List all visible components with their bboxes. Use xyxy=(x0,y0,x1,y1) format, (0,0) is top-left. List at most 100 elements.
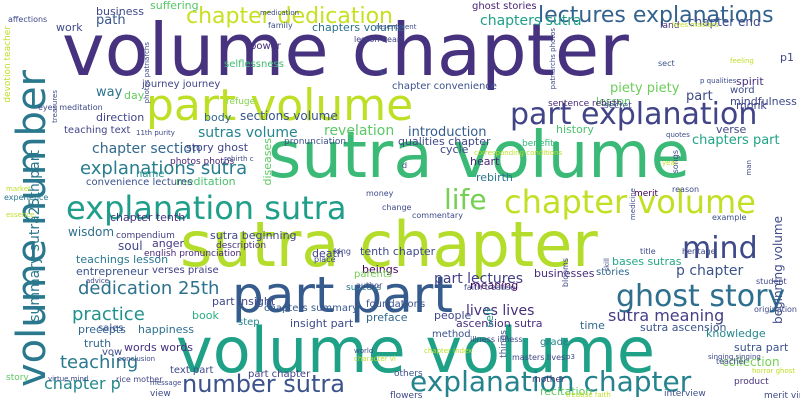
word: virtue mind xyxy=(48,375,89,383)
word: number sutra xyxy=(182,370,345,398)
word: world xyxy=(354,347,374,355)
word: treatise faith xyxy=(566,391,611,399)
word: lives masters xyxy=(672,21,719,29)
word: verses praise xyxy=(152,265,219,276)
word: explanation sutra xyxy=(66,189,347,227)
word: businesses xyxy=(534,267,595,280)
word: chapter convenience xyxy=(392,81,497,92)
word: skill xyxy=(603,258,611,272)
word: insight part xyxy=(290,317,354,330)
word: feeling xyxy=(730,57,754,65)
word: wisdom xyxy=(68,225,115,239)
word: p1 xyxy=(780,51,794,64)
word: bases sutras xyxy=(612,255,682,268)
word: medication xyxy=(260,9,300,17)
word: title xyxy=(640,247,656,256)
word: student xyxy=(756,277,787,286)
word: sutra volume xyxy=(268,119,690,193)
word: benefits xyxy=(522,139,559,149)
word: land xyxy=(660,21,680,31)
word: sutra part xyxy=(734,341,789,354)
word: teacher xyxy=(716,357,747,366)
word: advice xyxy=(86,277,109,285)
word: business xyxy=(96,5,144,18)
word: power xyxy=(250,41,281,52)
word: people xyxy=(434,309,472,322)
word: reason xyxy=(672,185,700,194)
word: volume volume xyxy=(176,314,656,387)
word: origination xyxy=(754,305,798,314)
word: mother xyxy=(532,375,565,385)
word: resentment xyxy=(376,23,417,31)
word: path xyxy=(96,13,126,28)
word: money xyxy=(366,189,394,198)
word: part part xyxy=(232,266,453,324)
word: selflessness xyxy=(224,59,284,70)
word: p chapter xyxy=(676,263,744,279)
word: vow xyxy=(102,347,123,358)
word: sutra meaning xyxy=(608,306,725,325)
word: sections volume xyxy=(240,109,338,123)
word: essence xyxy=(6,211,35,219)
word: sales xyxy=(98,323,124,334)
word: introduction xyxy=(408,125,487,140)
word: knowledge xyxy=(706,327,766,340)
word: heritage xyxy=(682,247,716,256)
word: part insight xyxy=(212,295,276,308)
word: sutra beginning xyxy=(210,229,297,242)
word: patriarchs photos xyxy=(549,28,557,90)
word: c xyxy=(380,67,385,77)
word: anger xyxy=(152,237,184,250)
word: journey journey xyxy=(142,79,221,90)
word: chapters sutra xyxy=(480,13,582,29)
word: illness illness xyxy=(470,335,523,344)
word: stories xyxy=(596,267,630,278)
word: place xyxy=(314,255,336,264)
word: part xyxy=(686,89,713,104)
word: market xyxy=(6,185,31,193)
word: interview xyxy=(664,389,706,399)
word: teaching text xyxy=(64,125,131,136)
word: quotes xyxy=(666,131,690,139)
word: precepts xyxy=(78,323,126,336)
word: secret xyxy=(604,101,632,111)
word: devotion teacher xyxy=(3,26,13,103)
word: refuge xyxy=(226,97,256,107)
word: name xyxy=(136,169,165,180)
word: experience xyxy=(4,193,49,202)
word: chapter dedication xyxy=(186,4,393,29)
word: king xyxy=(334,247,352,256)
word: word xyxy=(730,85,755,96)
word: others xyxy=(394,369,423,379)
word: chapters part xyxy=(692,133,780,148)
word: english pronunciation xyxy=(144,249,242,259)
word: medicine xyxy=(629,188,637,221)
word: year xyxy=(662,159,678,167)
word: chapter p xyxy=(44,374,121,393)
word: entrepreneur xyxy=(76,265,149,278)
word: time xyxy=(580,319,605,332)
word: lectures explanations xyxy=(538,3,774,28)
word: truth xyxy=(84,337,112,350)
word: qualities chapter xyxy=(398,135,491,148)
word: step xyxy=(238,317,260,328)
word: diseases xyxy=(261,138,274,186)
word: merit xyxy=(634,189,659,199)
word: beings xyxy=(362,263,399,276)
word: chapters summary xyxy=(264,303,359,314)
word: death xyxy=(312,247,344,260)
word: example xyxy=(712,213,747,222)
word: summary sutra25th part xyxy=(27,150,43,322)
word: character vi xyxy=(354,355,396,363)
word: 11th purity xyxy=(136,129,175,137)
word: happiness xyxy=(138,323,194,336)
word: masters lives xyxy=(512,353,566,362)
word: rebirth c xyxy=(224,155,254,163)
word: convenience lectures xyxy=(86,177,193,188)
word: sutra chapter xyxy=(180,208,598,281)
word: way xyxy=(96,85,123,100)
word: teaching xyxy=(60,352,139,373)
word: man xyxy=(745,160,753,176)
word: part explanation xyxy=(510,97,758,132)
word: book xyxy=(192,309,219,322)
